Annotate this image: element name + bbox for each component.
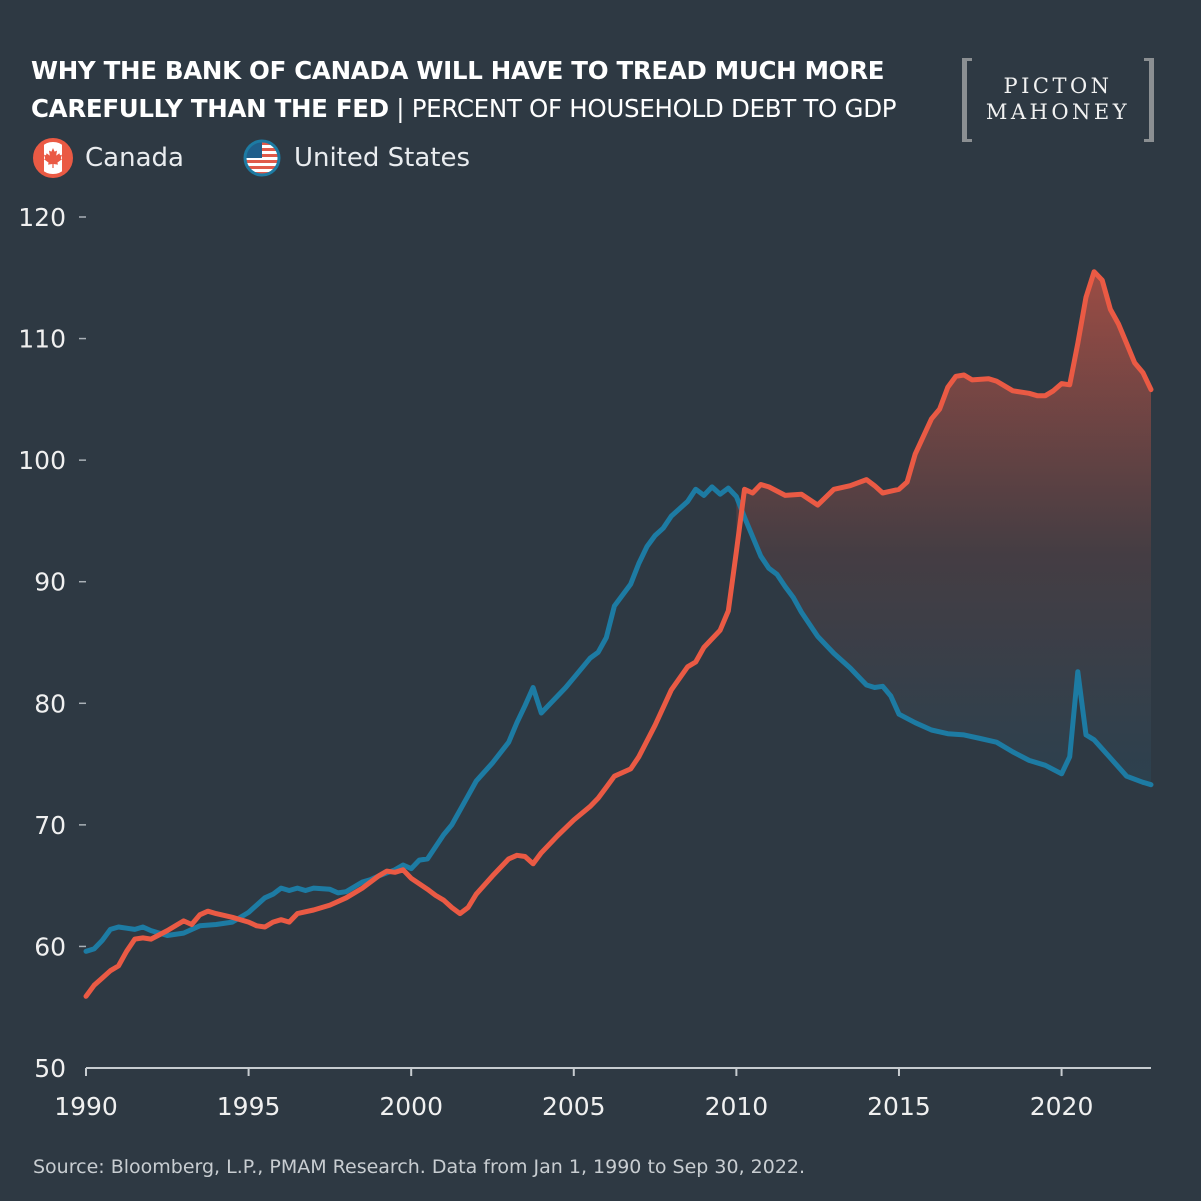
x-tick-label: 2005 xyxy=(542,1092,606,1121)
x-tick-label: 2000 xyxy=(379,1092,443,1121)
logo-bracket-left xyxy=(962,58,972,142)
us-flag-icon xyxy=(243,139,281,177)
legend-label-us: United States xyxy=(293,143,470,173)
y-tick-label: 50 xyxy=(34,1054,66,1083)
us-series-line xyxy=(83,484,1154,954)
y-tick-label: 70 xyxy=(34,811,66,840)
y-tick-label: 120 xyxy=(18,203,66,232)
chart-title-line-2: CAREFULLY THAN THE FED xyxy=(31,94,389,123)
canada-us-gap-area xyxy=(736,271,1151,785)
chart-title-line-1: WHY THE BANK OF CANADA WILL HAVE TO TREA… xyxy=(31,56,885,85)
x-tick-label: 1990 xyxy=(54,1092,118,1121)
legend-item-canada: Canada xyxy=(33,138,184,178)
canada-flag-icon xyxy=(33,138,73,178)
logo-line-1: PICTON xyxy=(1003,74,1113,98)
legend-label-canada: Canada xyxy=(85,143,184,173)
y-tick-label: 60 xyxy=(34,932,66,961)
x-axis: 1990 1995 2000 2005 2010 2015 2020 xyxy=(54,1067,1151,1121)
chart-subtitle: PERCENT OF HOUSEHOLD DEBT TO GDP xyxy=(411,94,897,123)
x-tick-label: 1995 xyxy=(217,1092,281,1121)
legend-item-us: United States xyxy=(242,138,470,178)
chart-title-block: WHY THE BANK OF CANADA WILL HAVE TO TREA… xyxy=(31,52,897,128)
y-tick-label: 80 xyxy=(34,689,66,718)
logo-bracket-right xyxy=(1144,58,1154,142)
logo-line-2: MAHONEY xyxy=(985,100,1131,124)
x-tick-label: 2010 xyxy=(705,1092,769,1121)
y-tick-label: 100 xyxy=(18,446,66,475)
y-tick-label: 90 xyxy=(34,568,66,597)
y-axis: 50 60 70 80 90 100 110 120 xyxy=(18,203,86,1083)
x-tick-label: 2015 xyxy=(867,1092,931,1121)
canada-series-line xyxy=(83,269,1154,999)
source-note: Source: Bloomberg, L.P., PMAM Research. … xyxy=(33,1156,806,1178)
picton-mahoney-logo: PICTON MAHONEY xyxy=(962,58,1154,144)
y-tick-label: 110 xyxy=(18,325,66,354)
x-tick-label: 2020 xyxy=(1030,1092,1094,1121)
title-separator: | xyxy=(388,94,412,123)
chart-legend: Canada United States xyxy=(33,138,528,178)
